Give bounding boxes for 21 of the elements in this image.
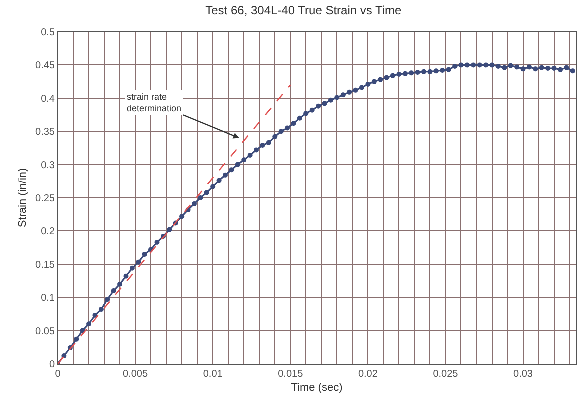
- x-tick-label: 0.02: [358, 369, 378, 380]
- y-axis-title: Strain (in/in): [17, 168, 30, 228]
- y-tick-label: 0.1: [41, 293, 56, 304]
- x-tick-label: 0.025: [433, 369, 459, 380]
- y-tick-label: 0.35: [36, 127, 56, 138]
- y-tick-label: 0.15: [36, 260, 56, 271]
- y-tick-label: 0.5: [41, 28, 56, 38]
- y-tick-label: 0: [49, 360, 56, 370]
- x-axis-title: Time (sec): [291, 382, 343, 394]
- y-tick-label: 0.4: [41, 94, 56, 105]
- y-tick-label: 0.2: [41, 226, 56, 238]
- x-tick-label: 0.005: [123, 369, 148, 380]
- x-tick-label: 0.01: [203, 369, 224, 380]
- y-tick-label: 0.3: [41, 160, 56, 172]
- y-tick-label: 0.05: [36, 326, 56, 338]
- annotation: strain rate determination: [127, 92, 182, 114]
- chart-title: Test 66, 304L-40 True Strain vs Time: [206, 3, 402, 18]
- y-tick-label: 0.45: [36, 60, 56, 72]
- y-tick-label: 0.25: [36, 194, 56, 204]
- x-tick-label: 0.015: [278, 369, 304, 380]
- x-tick-label: 0.03: [514, 369, 534, 380]
